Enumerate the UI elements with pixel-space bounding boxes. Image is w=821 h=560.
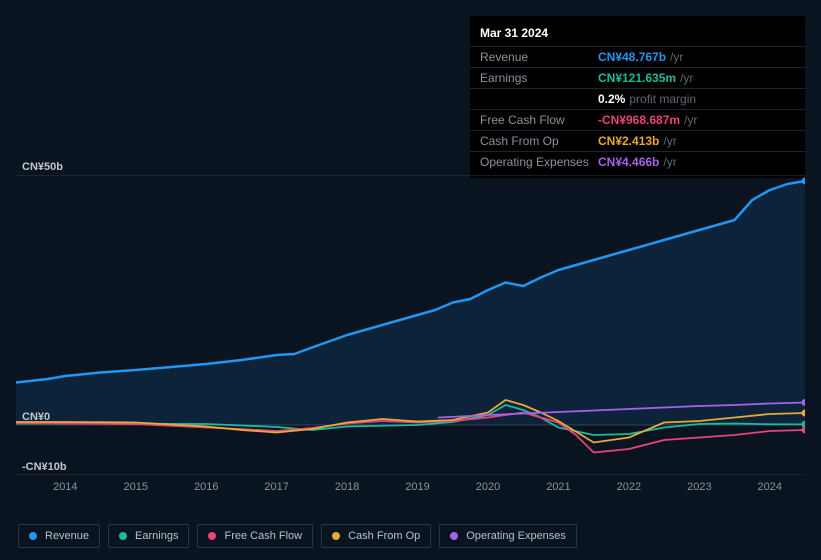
x-axis-label: 2014 bbox=[53, 481, 77, 493]
x-axis-label: 2019 bbox=[405, 481, 429, 493]
chart-area: -CN¥10bCN¥0CN¥50b20142015201620172018201… bbox=[16, 155, 805, 480]
x-axis-label: 2024 bbox=[758, 481, 782, 493]
legend: Revenue Earnings Free Cash Flow Cash From O… bbox=[18, 524, 577, 548]
legend-dot-icon bbox=[119, 532, 127, 540]
plot[interactable] bbox=[16, 175, 805, 475]
tooltip-value: CN¥121.635m bbox=[598, 71, 676, 85]
x-axis-label: 2021 bbox=[546, 481, 570, 493]
legend-item[interactable]: Free Cash Flow bbox=[197, 524, 313, 548]
tooltip-unit: /yr bbox=[680, 71, 693, 85]
x-axis-label: 2017 bbox=[264, 481, 288, 493]
legend-dot-icon bbox=[332, 532, 340, 540]
legend-label: Operating Expenses bbox=[466, 530, 566, 542]
hover-tooltip: Mar 31 2024 RevenueCN¥48.767b/yrEarnings… bbox=[470, 16, 805, 178]
legend-label: Cash From Op bbox=[348, 530, 420, 542]
legend-dot-icon bbox=[450, 532, 458, 540]
x-axis-label: 2018 bbox=[335, 481, 359, 493]
tooltip-value: CN¥2.413b bbox=[598, 134, 659, 148]
legend-label: Revenue bbox=[45, 530, 89, 542]
legend-label: Earnings bbox=[135, 530, 178, 542]
chart-svg bbox=[16, 175, 805, 475]
tooltip-label: Free Cash Flow bbox=[480, 113, 598, 127]
tooltip-unit: /yr bbox=[670, 50, 683, 64]
tooltip-unit: /yr bbox=[684, 113, 697, 127]
tooltip-unit: profit margin bbox=[629, 92, 696, 106]
legend-item[interactable]: Cash From Op bbox=[321, 524, 431, 548]
tooltip-label: Cash From Op bbox=[480, 134, 598, 148]
tooltip-row: EarningsCN¥121.635m/yr bbox=[470, 67, 805, 88]
legend-item[interactable]: Revenue bbox=[18, 524, 100, 548]
y-axis-label: CN¥0 bbox=[22, 411, 50, 423]
legend-item[interactable]: Earnings bbox=[108, 524, 189, 548]
legend-label: Free Cash Flow bbox=[224, 530, 302, 542]
y-axis-label: CN¥50b bbox=[22, 161, 63, 173]
legend-dot-icon bbox=[208, 532, 216, 540]
tooltip-label: Revenue bbox=[480, 50, 598, 64]
tooltip-row: RevenueCN¥48.767b/yr bbox=[470, 46, 805, 67]
tooltip-date: Mar 31 2024 bbox=[470, 22, 805, 46]
tooltip-unit: /yr bbox=[663, 134, 676, 148]
tooltip-value: 0.2% bbox=[598, 92, 625, 106]
x-axis-label: 2022 bbox=[617, 481, 641, 493]
legend-dot-icon bbox=[29, 532, 37, 540]
x-axis-label: 2023 bbox=[687, 481, 711, 493]
x-axis-label: 2020 bbox=[476, 481, 500, 493]
x-axis-label: 2016 bbox=[194, 481, 218, 493]
tooltip-value: -CN¥968.687m bbox=[598, 113, 680, 127]
tooltip-rows: RevenueCN¥48.767b/yrEarningsCN¥121.635m/… bbox=[470, 46, 805, 172]
tooltip-row: Cash From OpCN¥2.413b/yr bbox=[470, 130, 805, 151]
x-axis-label: 2015 bbox=[124, 481, 148, 493]
y-axis-label: -CN¥10b bbox=[22, 461, 67, 473]
tooltip-row: Free Cash Flow-CN¥968.687m/yr bbox=[470, 109, 805, 130]
tooltip-label: Earnings bbox=[480, 71, 598, 85]
legend-item[interactable]: Operating Expenses bbox=[439, 524, 577, 548]
tooltip-value: CN¥48.767b bbox=[598, 50, 666, 64]
tooltip-row: 0.2% profit margin bbox=[470, 88, 805, 109]
